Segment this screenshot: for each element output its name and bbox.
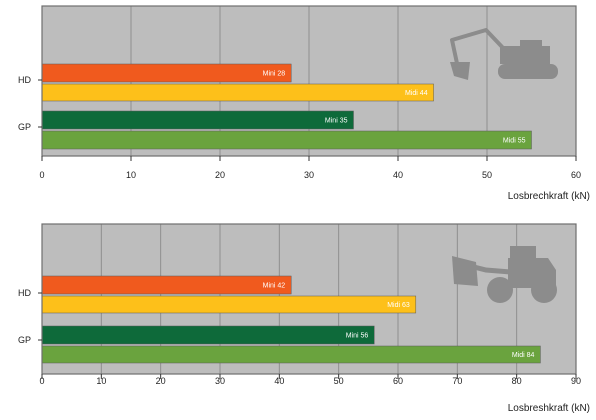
x-tick-label: 10 (96, 376, 106, 386)
x-tick-label: 30 (304, 170, 314, 180)
bar-label: Mini 42 (263, 283, 286, 290)
x-axis-label: Losbrechkraft (kN) (508, 191, 590, 202)
category-label-gp: GP (18, 335, 31, 345)
category-label-gp: GP (18, 122, 31, 132)
bar-label: Mini 56 (346, 333, 369, 340)
wheel-loader-icon (452, 246, 557, 303)
category-label-hd: HD (18, 75, 31, 85)
excavator-roof (520, 40, 542, 48)
x-tick-label: 50 (482, 170, 492, 180)
loader-cab (510, 246, 536, 260)
x-tick-label: 30 (215, 376, 225, 386)
excavator-track (498, 64, 558, 79)
excavator-cab (500, 46, 550, 64)
bar-label: Midi 44 (405, 90, 428, 97)
bar-label: Midi 55 (503, 138, 526, 145)
bar-hd-midi (41, 295, 417, 314)
bar-hd-mini (41, 63, 292, 83)
chart-panel-1: Mini 28 Midi 44 Mini 35 Midi 55 HD GP 0 10 20 30 4… (18, 5, 590, 202)
bar-label: Mini 28 (263, 71, 286, 78)
loader-rear-wheel (531, 277, 557, 303)
bar-gp-mini (41, 110, 354, 130)
x-tick-label: 60 (393, 376, 403, 386)
x-tick-label: 20 (215, 170, 225, 180)
excavator-arm (450, 28, 507, 69)
x-tick-label: 0 (39, 376, 44, 386)
plot-frame (41, 223, 577, 375)
bar-hd-mini (41, 275, 292, 295)
x-tick-label: 40 (393, 170, 403, 180)
x-tick-label: 0 (39, 170, 44, 180)
bar-label: Midi 84 (512, 352, 535, 359)
x-tick-label: 80 (512, 376, 522, 386)
category-label-hd: HD (18, 288, 31, 298)
x-axis-label: Losbreshkraft (kN) (508, 403, 590, 414)
excavator-bucket (450, 62, 470, 80)
loader-front-wheel (487, 277, 513, 303)
x-tick-label: 50 (334, 376, 344, 386)
loader-bucket (452, 256, 478, 286)
x-tick-label: 70 (452, 376, 462, 386)
x-tick-label: 60 (571, 170, 581, 180)
bar-gp-midi (41, 130, 532, 150)
bar-hd-midi (41, 83, 434, 102)
bar-label: Mini 35 (325, 118, 348, 125)
x-tick-label: 90 (571, 376, 581, 386)
excavator-icon (450, 28, 558, 80)
bar-gp-mini (41, 325, 375, 345)
bar-label: Midi 63 (387, 302, 410, 309)
x-tick-label: 40 (274, 376, 284, 386)
x-tick-label: 20 (156, 376, 166, 386)
bar-gp-midi (41, 345, 541, 364)
chart-panel-2: Mini 42 Midi 63 Mini 56 Midi 84 HD GP 0 10 20 30 4… (18, 223, 590, 414)
x-tick-label: 10 (126, 170, 136, 180)
